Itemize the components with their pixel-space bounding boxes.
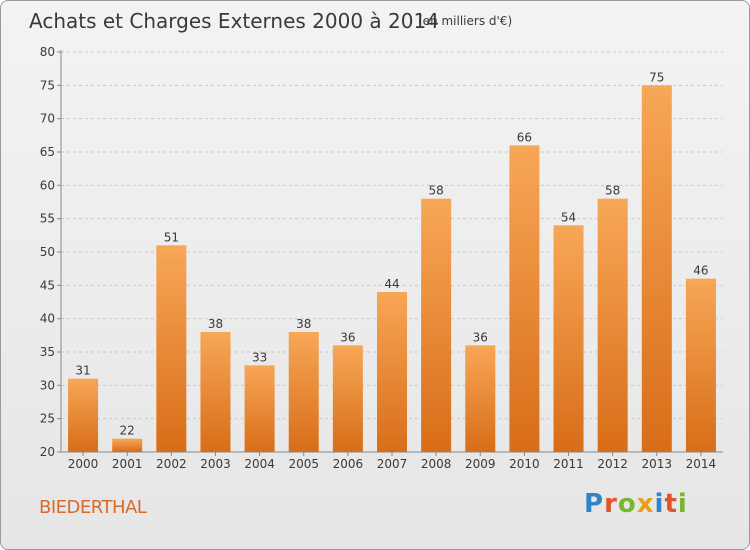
y-tick-label: 70 (40, 112, 55, 126)
logo-letter: P (584, 489, 605, 519)
data-label: 38 (296, 317, 311, 331)
x-tick-label: 2007 (377, 457, 408, 471)
commune-name: BIEDERTHAL (39, 497, 147, 518)
y-tick-label: 55 (40, 212, 55, 226)
y-tick-label: 30 (40, 378, 55, 392)
logo-letter: x (636, 489, 655, 519)
chart-title: Achats et Charges Externes 2000 à 2014 (29, 9, 439, 33)
bar (68, 378, 99, 452)
data-label: 38 (208, 317, 223, 331)
data-label: 44 (384, 277, 399, 291)
bar (465, 345, 496, 452)
y-tick-label: 40 (40, 312, 55, 326)
data-label: 33 (252, 350, 267, 364)
y-tick-label: 60 (40, 178, 55, 192)
bar (332, 345, 363, 452)
bar (200, 332, 231, 452)
logo-letter: i (677, 489, 688, 519)
data-label: 36 (473, 330, 488, 344)
x-tick-label: 2001 (112, 457, 143, 471)
data-label: 75 (649, 70, 664, 84)
data-label: 54 (561, 210, 576, 224)
y-tick-label: 45 (40, 278, 55, 292)
chart-subtitle: (en milliers d'€) (418, 14, 513, 28)
bar (685, 278, 716, 452)
data-label: 22 (120, 424, 135, 438)
x-tick-label: 2010 (509, 457, 540, 471)
bar (509, 145, 540, 453)
bar (421, 198, 452, 452)
y-tick-label: 35 (40, 345, 55, 359)
logo-letter: i (654, 489, 665, 519)
y-tick-label: 20 (40, 445, 55, 459)
logo-letter: o (617, 489, 637, 519)
bar (376, 292, 408, 452)
x-tick-label: 2000 (68, 457, 99, 471)
bar (288, 332, 319, 452)
bar (641, 85, 672, 452)
data-label: 51 (164, 230, 179, 244)
y-tick-label: 50 (40, 245, 55, 259)
bar (112, 438, 143, 452)
logo-letter: r (604, 489, 618, 519)
x-tick-label: 2006 (333, 457, 364, 471)
y-tick-label: 65 (40, 145, 55, 159)
logo-letter: t (664, 489, 678, 519)
data-label: 36 (340, 330, 355, 344)
x-tick-label: 2011 (553, 457, 584, 471)
data-label: 66 (517, 130, 532, 144)
bar (597, 198, 628, 452)
x-tick-label: 2009 (465, 457, 496, 471)
bar (244, 365, 275, 452)
y-tick-label: 75 (40, 78, 55, 92)
x-tick-label: 2002 (156, 457, 187, 471)
data-label: 58 (428, 184, 443, 198)
x-tick-label: 2012 (597, 457, 628, 471)
y-tick-label: 25 (40, 412, 55, 426)
data-label: 46 (693, 264, 708, 278)
proxiti-logo: Proxiti (584, 489, 688, 519)
x-tick-label: 2014 (686, 457, 717, 471)
x-tick-label: 2013 (642, 457, 673, 471)
bar (553, 225, 584, 452)
x-tick-label: 2004 (244, 457, 275, 471)
x-tick-label: 2008 (421, 457, 452, 471)
data-label: 58 (605, 184, 620, 198)
bar (156, 245, 187, 452)
y-tick-label: 80 (40, 45, 55, 59)
x-tick-label: 2003 (200, 457, 231, 471)
x-tick-label: 2005 (288, 457, 319, 471)
data-label: 31 (75, 364, 90, 378)
